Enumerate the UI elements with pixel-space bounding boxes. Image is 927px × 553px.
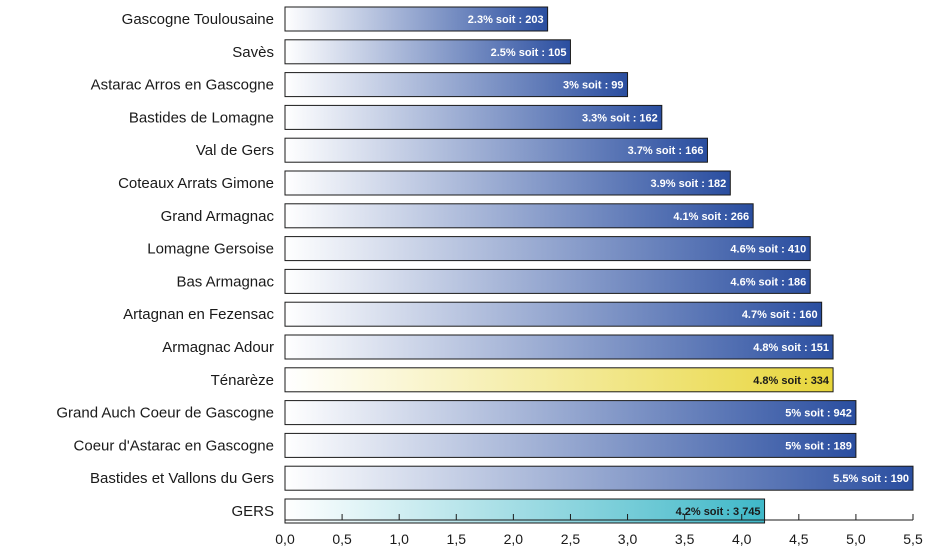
bar [284, 268, 811, 294]
bar-data-label: 3.9% soit : 182 [650, 178, 726, 190]
category-label: Ténarèze [211, 372, 274, 389]
bar [284, 301, 823, 327]
category-label: Savès [232, 44, 274, 61]
bar [284, 39, 571, 65]
bar-data-label: 5.5% soit : 190 [833, 473, 909, 485]
bar-data-label: 5% soit : 942 [785, 408, 852, 420]
category-label: Gascogne Toulousaine [122, 11, 274, 28]
bar-data-label: 4.8% soit : 334 [753, 375, 830, 387]
bar [284, 432, 857, 458]
bar [284, 6, 549, 32]
category-label: Coteaux Arrats Gimone [118, 175, 274, 192]
category-label: Armagnac Adour [162, 339, 274, 356]
bar-data-label: 3.7% soit : 166 [628, 145, 704, 157]
bar-data-label: 3.3% soit : 162 [582, 112, 658, 124]
x-tick-label: 4,5 [789, 531, 809, 547]
bar-data-label: 4.1% soit : 266 [673, 211, 749, 223]
category-label: Bastides et Vallons du Gers [90, 470, 274, 487]
x-tick-label: 1,5 [447, 531, 467, 547]
bar [284, 400, 857, 426]
bar [284, 203, 754, 229]
category-label: Grand Armagnac [161, 208, 275, 225]
bar [284, 170, 731, 196]
bar-data-label: 4.6% soit : 186 [730, 276, 806, 288]
bar-data-label: 2.5% soit : 105 [491, 47, 567, 59]
bar [284, 72, 629, 98]
bar [284, 236, 811, 262]
x-tick-label: 3,0 [618, 531, 638, 547]
category-label: Bas Armagnac [176, 273, 274, 290]
bar-data-label: 2.3% soit : 203 [468, 14, 544, 26]
x-tick-label: 0,0 [275, 531, 295, 547]
category-label: Coeur d'Astarac en Gascogne [74, 437, 274, 454]
x-axis: 0,0 0,5 1,0 1,5 2,0 2,5 3,0 3,5 4,0 4,5 5,0 5,5 [275, 514, 923, 547]
bar-data-label: 4.2% soit : 3 745 [676, 506, 761, 518]
bar-data-label: 4.7% soit : 160 [742, 309, 818, 321]
x-tick-label: 3,5 [675, 531, 695, 547]
bar [284, 334, 834, 360]
x-tick-label: 5,5 [903, 531, 923, 547]
bars-layer: 2.3% soit : 203 2.5% soit : 105 3% soit : … [284, 6, 914, 524]
category-labels: Gascogne Toulousaine Savès Astarac Arros e… [56, 11, 274, 520]
x-tick-label: 0,5 [332, 531, 352, 547]
bar [284, 104, 663, 130]
bar-data-label: 4.8% soit : 151 [753, 342, 829, 354]
x-tick-label: 5,0 [846, 531, 866, 547]
x-tick-label: 1,0 [389, 531, 409, 547]
category-label: Lomagne Gersoise [147, 241, 274, 258]
bar-data-label: 4.6% soit : 410 [730, 244, 806, 256]
category-label: Val de Gers [196, 142, 274, 159]
category-label: GERS [231, 503, 274, 520]
bar [284, 137, 708, 163]
category-label: Grand Auch Coeur de Gascogne [56, 405, 274, 422]
bar-data-label: 5% soit : 189 [785, 440, 852, 452]
category-label: Bastides de Lomagne [129, 109, 274, 126]
bar-data-label: 3% soit : 99 [563, 80, 624, 92]
x-tick-label: 2,5 [561, 531, 581, 547]
bar [284, 465, 914, 491]
x-tick-label: 2,0 [504, 531, 524, 547]
category-label: Artagnan en Fezensac [123, 306, 274, 323]
x-tick-label: 4,0 [732, 531, 752, 547]
category-label: Astarac Arros en Gascogne [91, 77, 274, 94]
bar [284, 367, 834, 393]
